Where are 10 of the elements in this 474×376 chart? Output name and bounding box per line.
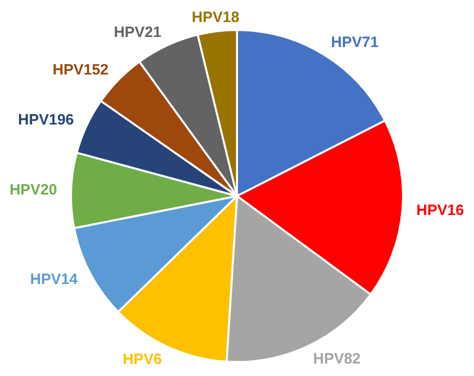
slice-label: HPV21 [114,24,162,42]
slice-label: HPV82 [313,350,361,368]
slice-label: HPV71 [331,34,379,52]
slice-label: HPV16 [416,202,464,220]
slice-label: HPV196 [18,111,74,128]
slice-label: HPV18 [192,8,240,26]
slice-label: HPV14 [30,271,78,288]
slice-label: HPV20 [10,181,58,198]
slice-label: HPV6 [122,351,162,368]
slice-label: HPV152 [52,61,109,78]
